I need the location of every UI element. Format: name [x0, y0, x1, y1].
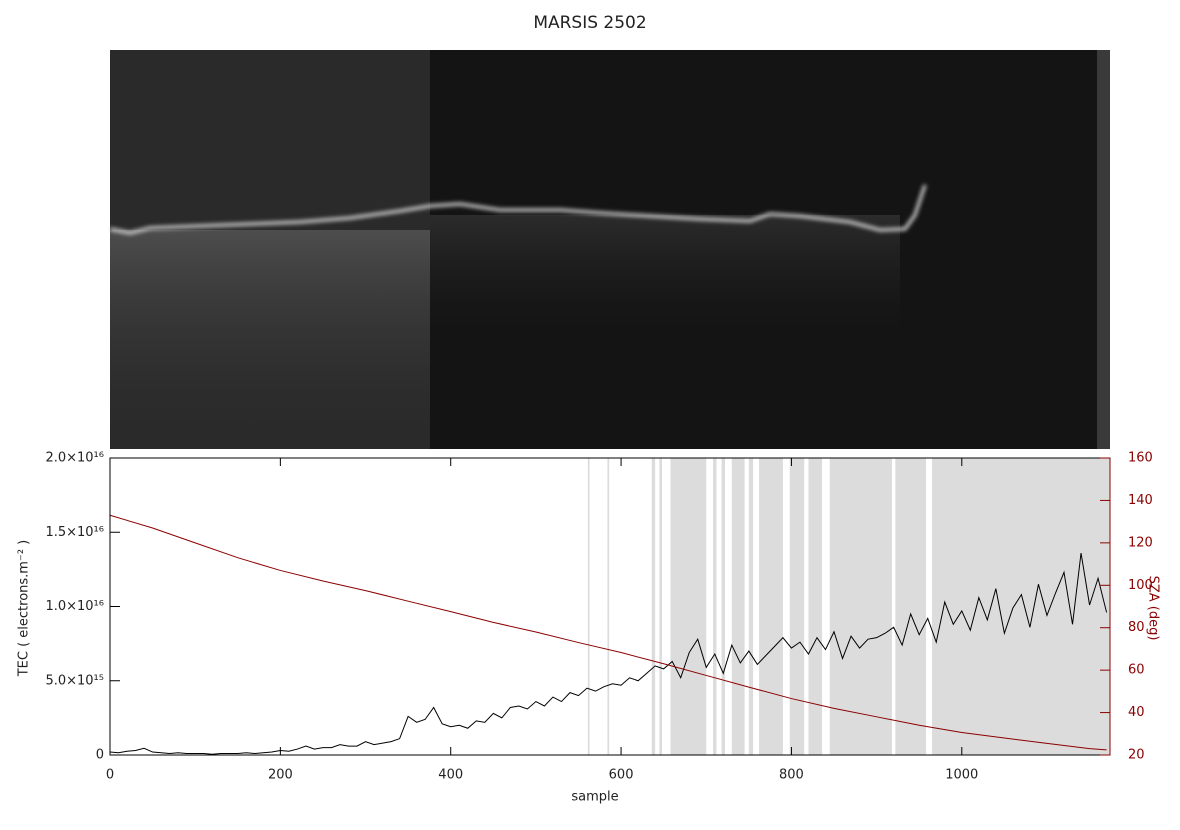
- y2-axis-label: SZA (deg): [1146, 576, 1161, 641]
- y2-tick-label: 60: [1128, 663, 1145, 678]
- shaded-interval: [895, 458, 927, 755]
- y2-tick-label: 40: [1128, 705, 1145, 720]
- shaded-interval: [607, 458, 610, 755]
- y2-tick-label: 20: [1128, 748, 1145, 763]
- x-tick-label: 800: [779, 768, 804, 783]
- x-tick-label: 0: [106, 768, 114, 783]
- x-tick-label: 600: [609, 768, 634, 783]
- x-axis-label: sample: [571, 790, 618, 805]
- radargram-subsurface: [110, 230, 430, 449]
- shaded-interval: [587, 458, 590, 755]
- chart-title: MARSIS 2502: [533, 13, 646, 33]
- shaded-interval: [670, 458, 707, 755]
- tec-line: [109, 552, 1108, 755]
- shaded-interval: [713, 458, 717, 755]
- shaded-interval: [731, 458, 745, 755]
- y-tick-label: 1.0×10¹⁶: [45, 599, 104, 614]
- shaded-interval: [931, 458, 1110, 755]
- radargram-subsurface: [430, 215, 900, 335]
- y2-tick-label: 80: [1128, 620, 1145, 635]
- y2-tick-label: 120: [1128, 535, 1153, 550]
- shaded-interval: [829, 458, 892, 755]
- y-tick-label: 5.0×10¹⁵: [45, 673, 104, 688]
- shaded-interval: [721, 458, 725, 755]
- sza-line: [109, 514, 1107, 751]
- plot-area: [109, 458, 1110, 755]
- shaded-interval: [789, 458, 805, 755]
- x-tick-label: 200: [268, 768, 293, 783]
- y2-tick-label: 160: [1128, 451, 1153, 466]
- y2-tick-label: 100: [1128, 578, 1153, 593]
- y-tick-label: 1.5×10¹⁶: [45, 525, 104, 540]
- radargram: [109, 50, 1110, 449]
- radargram-echo: [109, 184, 927, 235]
- x-tick-label: 1000: [945, 768, 978, 783]
- shaded-interval: [748, 458, 754, 755]
- y2-tick-label: 140: [1128, 493, 1153, 508]
- shaded-interval: [808, 458, 823, 755]
- radargram-right: [1097, 50, 1110, 449]
- y-axis-label: TEC ( electrons.m⁻² ): [17, 540, 32, 678]
- shaded-interval: [659, 458, 662, 755]
- x-tick-label: 400: [438, 768, 463, 783]
- y-tick-label: 0: [96, 748, 104, 763]
- y-tick-label: 2.0×10¹⁶: [45, 451, 104, 466]
- shaded-interval: [651, 458, 656, 755]
- shaded-interval: [759, 458, 783, 755]
